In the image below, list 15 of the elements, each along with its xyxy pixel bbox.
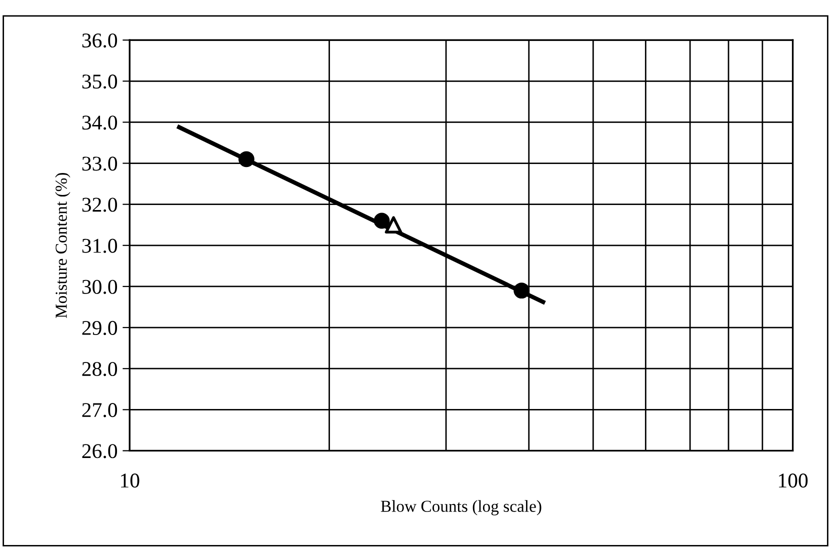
y-tick-label: 27.0 [82,403,118,418]
y-tick-label: 32.0 [82,198,118,212]
y-tick-label: 28.0 [82,362,118,376]
y-tick-label: 29.0 [82,320,118,336]
x-axis-title: Blow Counts (log scale) [380,500,542,516]
y-tick-label: 26.0 [82,444,118,458]
y-tick-label: 30.0 [82,280,118,294]
x-tick-label: 100 [778,474,808,488]
y-tick-label: 31.0 [82,238,118,253]
x-tick-label: 10 [121,474,140,488]
y-tick-label: 35.0 [82,74,118,89]
y-axis-title: Moisture Content (%) [55,173,70,318]
y-tick-label: 34.0 [82,116,118,130]
y-tick-label: 33.0 [82,156,118,171]
y-tick-label: 36.0 [82,33,118,48]
